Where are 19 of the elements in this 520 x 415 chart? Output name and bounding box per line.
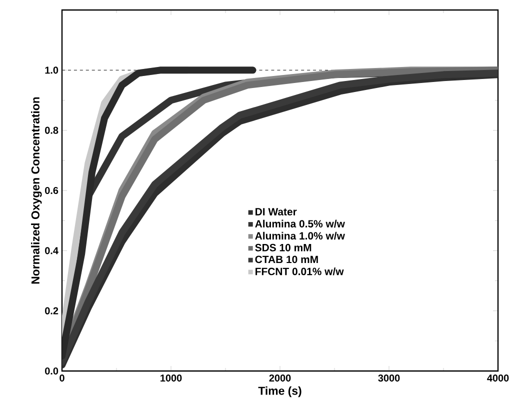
- x-tick-label: 1000: [160, 374, 182, 382]
- legend-label: FFCNT 0.01% w/w: [256, 267, 344, 276]
- legend-label: DI Water: [256, 208, 297, 216]
- y-tick-label: 0.8: [45, 126, 58, 134]
- x-tick-label: 4000: [487, 374, 509, 382]
- x-tick-label: 3000: [378, 374, 400, 382]
- y-tick-label: 0.0: [45, 367, 58, 375]
- x-axis-title: Time (s): [258, 386, 302, 398]
- y-axis-title: Normalized Oxygen Concentration: [31, 97, 42, 284]
- legend-label: Alumina 1.0% w/w: [255, 232, 345, 240]
- legend-label: Alumina 0.5% w/w: [255, 220, 345, 228]
- y-tick-label: 0.6: [45, 186, 58, 194]
- legend-label: SDS 10 mM: [255, 244, 312, 252]
- y-tick-label: 0.2: [45, 307, 58, 314]
- y-tick-label: 0.4: [45, 247, 58, 254]
- legend-label: CTAB 10 mM: [255, 256, 318, 264]
- x-tick-label: 0: [60, 374, 64, 382]
- y-tick-label: 1.0: [45, 66, 58, 74]
- x-tick-label: 2000: [269, 374, 291, 382]
